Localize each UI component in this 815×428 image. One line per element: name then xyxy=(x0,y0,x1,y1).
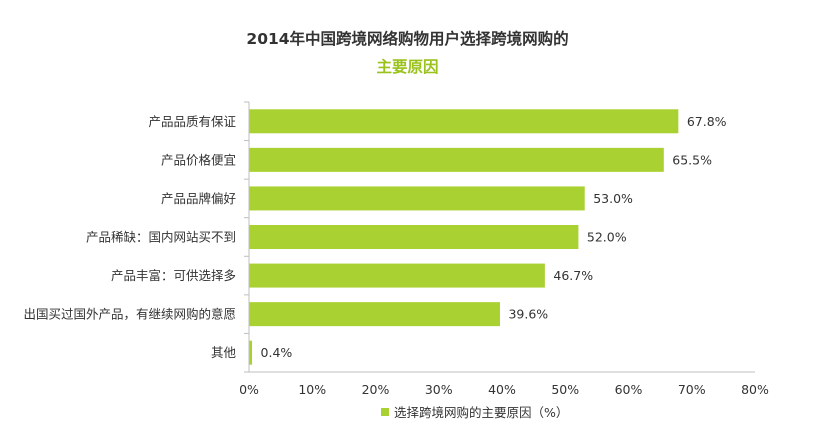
x-tick-label: 70% xyxy=(678,382,706,397)
x-tick-label: 30% xyxy=(425,382,453,397)
category-label: 产品稀缺：国内网站买不到 xyxy=(86,230,236,245)
x-tick-label: 50% xyxy=(551,382,579,397)
data-label: 67.8% xyxy=(687,114,727,129)
category-label: 产品价格便宜 xyxy=(161,152,236,167)
x-tick-label: 40% xyxy=(488,382,516,397)
data-label: 39.6% xyxy=(508,307,548,322)
legend-label: 选择跨境网购的主要原因（%） xyxy=(394,405,569,420)
chart-title: 2014年中国跨境网络购物用户选择跨境网购的 xyxy=(246,30,569,48)
category-label: 产品丰富：可供选择多 xyxy=(111,268,236,283)
bar xyxy=(249,109,679,134)
data-label: 53.0% xyxy=(593,191,633,206)
category-label: 其他 xyxy=(211,345,237,360)
x-tick-label: 0% xyxy=(239,382,259,397)
chart-legend: 选择跨境网购的主要原因（%） xyxy=(381,402,568,421)
category-label: 产品品牌偏好 xyxy=(161,191,236,206)
data-label: 0.4% xyxy=(261,345,293,360)
x-tick-label: 20% xyxy=(362,382,390,397)
data-label: 52.0% xyxy=(587,230,627,245)
category-label: 出国买过国外产品，有继续网购的意愿 xyxy=(23,307,236,322)
data-label: 65.5% xyxy=(672,152,712,167)
x-tick-label: 60% xyxy=(615,382,643,397)
bar xyxy=(249,302,500,327)
bar xyxy=(249,225,579,249)
x-tick-label: 80% xyxy=(741,382,769,397)
x-tick-label: 10% xyxy=(298,382,326,397)
bar xyxy=(249,186,585,211)
data-label: 46.7% xyxy=(553,268,593,283)
bar xyxy=(249,340,253,365)
chart-subtitle: 主要原因 xyxy=(376,58,439,76)
category-label: 产品品质有保证 xyxy=(148,114,236,129)
bar xyxy=(249,147,664,172)
bar xyxy=(249,263,545,288)
legend-swatch xyxy=(381,407,389,416)
